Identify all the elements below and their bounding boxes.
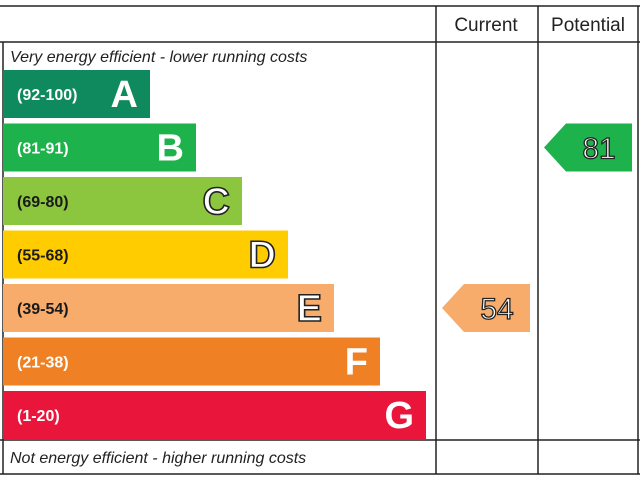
band-letter-c: C (203, 181, 230, 223)
bottom-caption: Not energy efficient - higher running co… (10, 450, 306, 467)
band-bar-a (3, 70, 150, 118)
band-range-d: (55-68) (17, 248, 69, 265)
band-bar-d (3, 230, 288, 279)
band-range-f: (21-38) (17, 355, 69, 372)
band-range-a: (92-100) (17, 87, 77, 104)
band-letter-d: D (249, 235, 276, 277)
header-current: Current (454, 15, 518, 36)
band-bar-g (3, 391, 426, 439)
band-range-b: (81-91) (17, 141, 69, 158)
potential-rating-arrow (544, 123, 632, 172)
rating-markers: 54 81 (442, 123, 632, 332)
band-letter-a: A (111, 74, 138, 116)
band-range-c: (69-80) (17, 194, 69, 211)
band-letter-g: G (384, 395, 414, 437)
band-bar-f (3, 337, 380, 386)
band-bar-e (3, 284, 334, 332)
band-range-g: (1-20) (17, 408, 60, 425)
band-bar-b (3, 123, 196, 172)
current-rating-value: 54 (480, 293, 513, 326)
current-rating-arrow (442, 284, 530, 332)
header-potential: Potential (551, 15, 625, 36)
band-letter-b: B (157, 128, 184, 170)
band-letter-e: E (297, 288, 322, 330)
band-range-e: (39-54) (17, 301, 69, 318)
band-bar-c (3, 177, 242, 225)
rating-bands: (92-100) A (81-91) B (69-80) C (55-68) D (39-54)… (3, 70, 426, 439)
band-letter-f: F (345, 342, 368, 384)
top-caption: Very energy efficient - lower running co… (10, 49, 307, 66)
potential-rating-value: 81 (582, 133, 615, 166)
